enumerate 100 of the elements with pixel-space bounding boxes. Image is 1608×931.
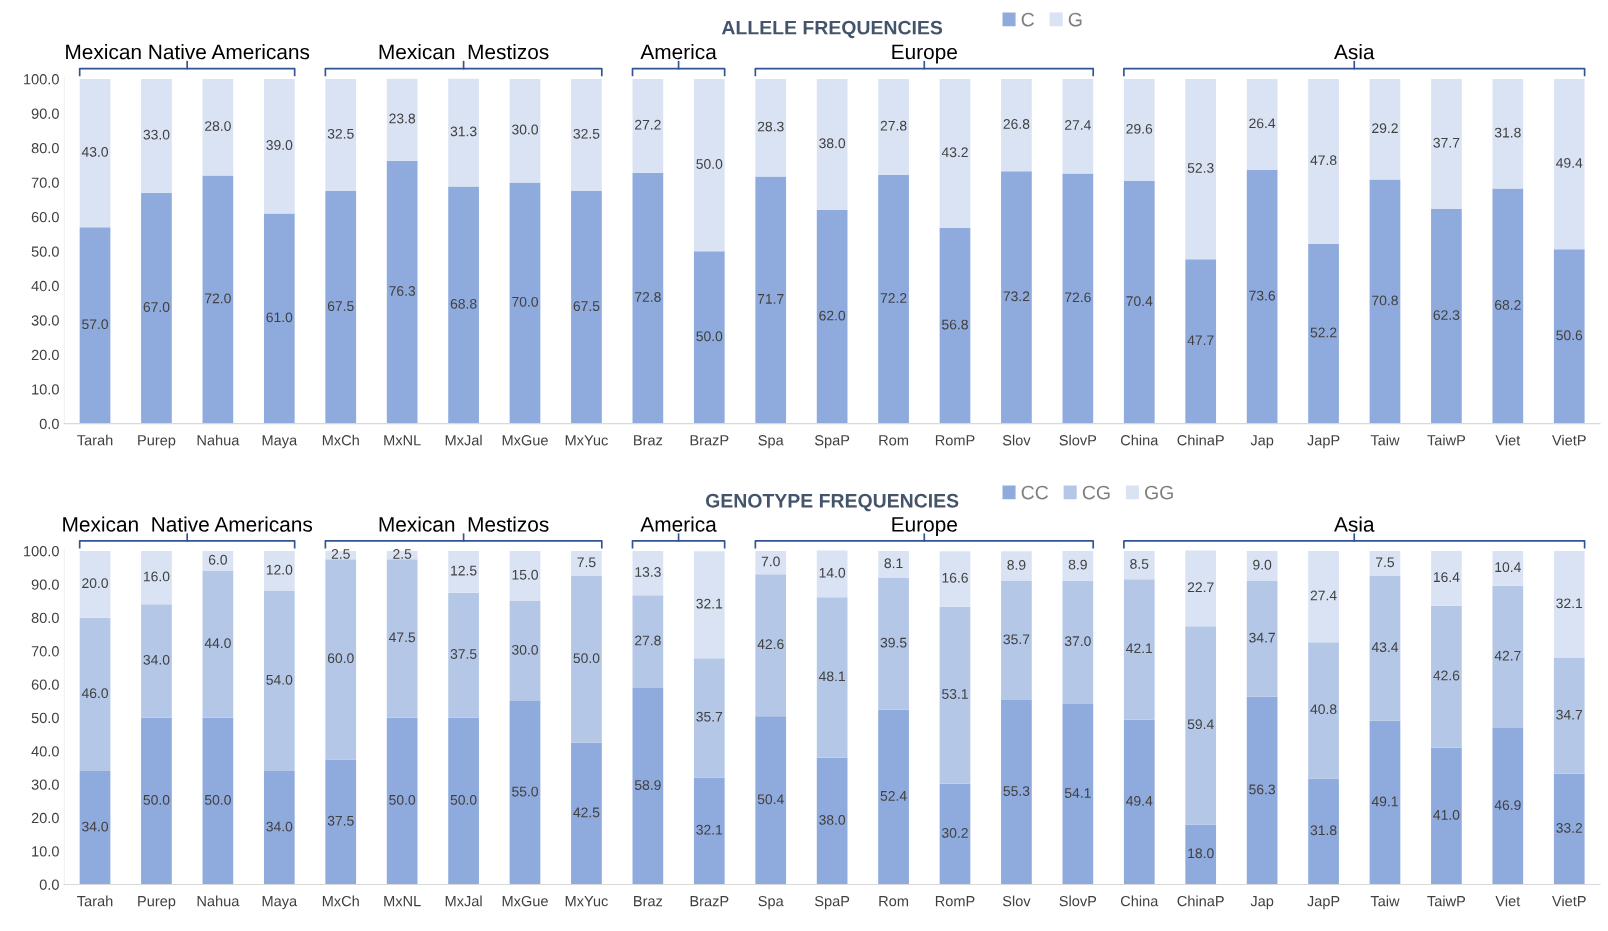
legend-label: G [1068, 12, 1082, 27]
data-label: 29.2 [1372, 123, 1398, 134]
data-label: 54.0 [266, 674, 293, 685]
bar [878, 709, 909, 885]
data-label: 8.9 [1068, 559, 1087, 570]
data-label: 28.0 [205, 121, 231, 131]
bar [939, 606, 971, 784]
x-tick-label: RomP [935, 435, 975, 446]
y-tick-label: 50.0 [31, 712, 59, 724]
y-tick-label: 60.0 [31, 679, 59, 690]
bar [755, 574, 787, 717]
data-label: 48.1 [818, 671, 845, 682]
data-label: 38.0 [819, 814, 846, 825]
bar [632, 688, 664, 885]
text: Mexican Mestizos [379, 516, 549, 532]
bar [79, 227, 111, 424]
chart-title: GENOTYPE FREQUENCIES [705, 493, 959, 512]
y-tick-label: 40.0 [31, 280, 59, 292]
bar [1492, 728, 1524, 885]
bar [509, 600, 541, 702]
bar [1246, 696, 1278, 885]
bar [1553, 658, 1585, 774]
bar [509, 79, 541, 183]
data-label: 7.5 [577, 557, 596, 568]
data-label: 50.0 [573, 653, 600, 664]
data-label: 54.1 [1064, 788, 1091, 798]
data-label: 16.6 [942, 572, 968, 583]
y-tick-label: 80.0 [31, 612, 59, 624]
text: Asia [1334, 44, 1375, 60]
data-label: 32.5 [327, 128, 354, 139]
x-tick-label: Jap [1250, 896, 1274, 910]
data-label: 61.0 [266, 312, 293, 323]
y-tick-label: 20.0 [31, 812, 59, 824]
data-label: 47.5 [388, 632, 416, 643]
y-tick-label: 20.0 [31, 349, 59, 361]
x-tick-label: Slov [1002, 434, 1031, 446]
bar [878, 174, 909, 424]
x-tick-label: Viet [1495, 434, 1521, 446]
x-tick-label: China [1120, 895, 1159, 907]
data-label: 35.7 [1003, 634, 1030, 645]
data-label: 30.0 [512, 124, 538, 135]
bar [693, 251, 725, 424]
bar [1123, 181, 1155, 424]
legend-label: CG [1082, 485, 1110, 500]
bar [1553, 249, 1585, 424]
data-label: 49.4 [1126, 795, 1153, 806]
y-tick-label: 0.0 [39, 879, 59, 890]
bar [263, 771, 295, 885]
x-tick-label: Tarah [77, 434, 113, 446]
data-label: 32.5 [573, 128, 600, 139]
bar [939, 551, 971, 607]
bar [1492, 550, 1524, 586]
bar [1369, 720, 1401, 885]
bar [1492, 585, 1524, 729]
data-label: 47.7 [1187, 335, 1214, 346]
data-label: 34.0 [143, 654, 170, 665]
x-tick-label: JapP [1307, 896, 1340, 910]
data-label: 42.5 [573, 807, 600, 818]
y-tick-label: 30.0 [31, 315, 59, 326]
bar [571, 190, 602, 424]
data-label: 38.0 [819, 138, 846, 149]
data-label: 43.0 [81, 146, 109, 157]
bar [632, 595, 664, 689]
x-tick-label: Taiw [1370, 434, 1400, 446]
data-label: 37.5 [450, 649, 477, 659]
y-tick-label: 70.0 [31, 177, 59, 188]
bar [1062, 704, 1094, 885]
text: Asia [1334, 516, 1375, 532]
legend-label: CC [1021, 485, 1049, 500]
bar [1369, 179, 1401, 424]
data-label: 46.0 [81, 688, 109, 699]
bar [1369, 575, 1401, 721]
x-tick-label: MxGue [502, 895, 548, 907]
bar [878, 577, 909, 710]
data-label: 27.2 [635, 119, 661, 130]
data-label: 33.0 [143, 129, 170, 140]
bar [1185, 824, 1217, 885]
bar [1553, 773, 1585, 885]
data-label: 37.0 [1064, 636, 1091, 647]
x-tick-label: Jap [1250, 435, 1274, 449]
data-label: 8.9 [1007, 560, 1026, 570]
data-label: 73.2 [1003, 291, 1030, 302]
data-label: 23.8 [389, 113, 416, 124]
x-tick-label: Braz [634, 896, 663, 907]
bar [79, 550, 111, 618]
bar [448, 592, 479, 718]
data-label: 72.6 [1065, 292, 1091, 303]
data-label: 30.2 [942, 827, 968, 838]
bar [1246, 550, 1278, 581]
bar [386, 78, 418, 161]
data-label: 34.7 [1556, 709, 1583, 720]
x-tick-label: SlovP [1059, 895, 1097, 907]
data-label: 73.6 [1249, 290, 1276, 301]
x-tick-label: MxJal [445, 895, 482, 907]
data-label: 49.1 [1371, 796, 1398, 807]
y-tick-label: 30.0 [31, 779, 59, 790]
bar [1553, 550, 1585, 659]
bar [1001, 79, 1032, 172]
bar [202, 717, 234, 885]
data-label: 40.8 [1310, 704, 1337, 715]
